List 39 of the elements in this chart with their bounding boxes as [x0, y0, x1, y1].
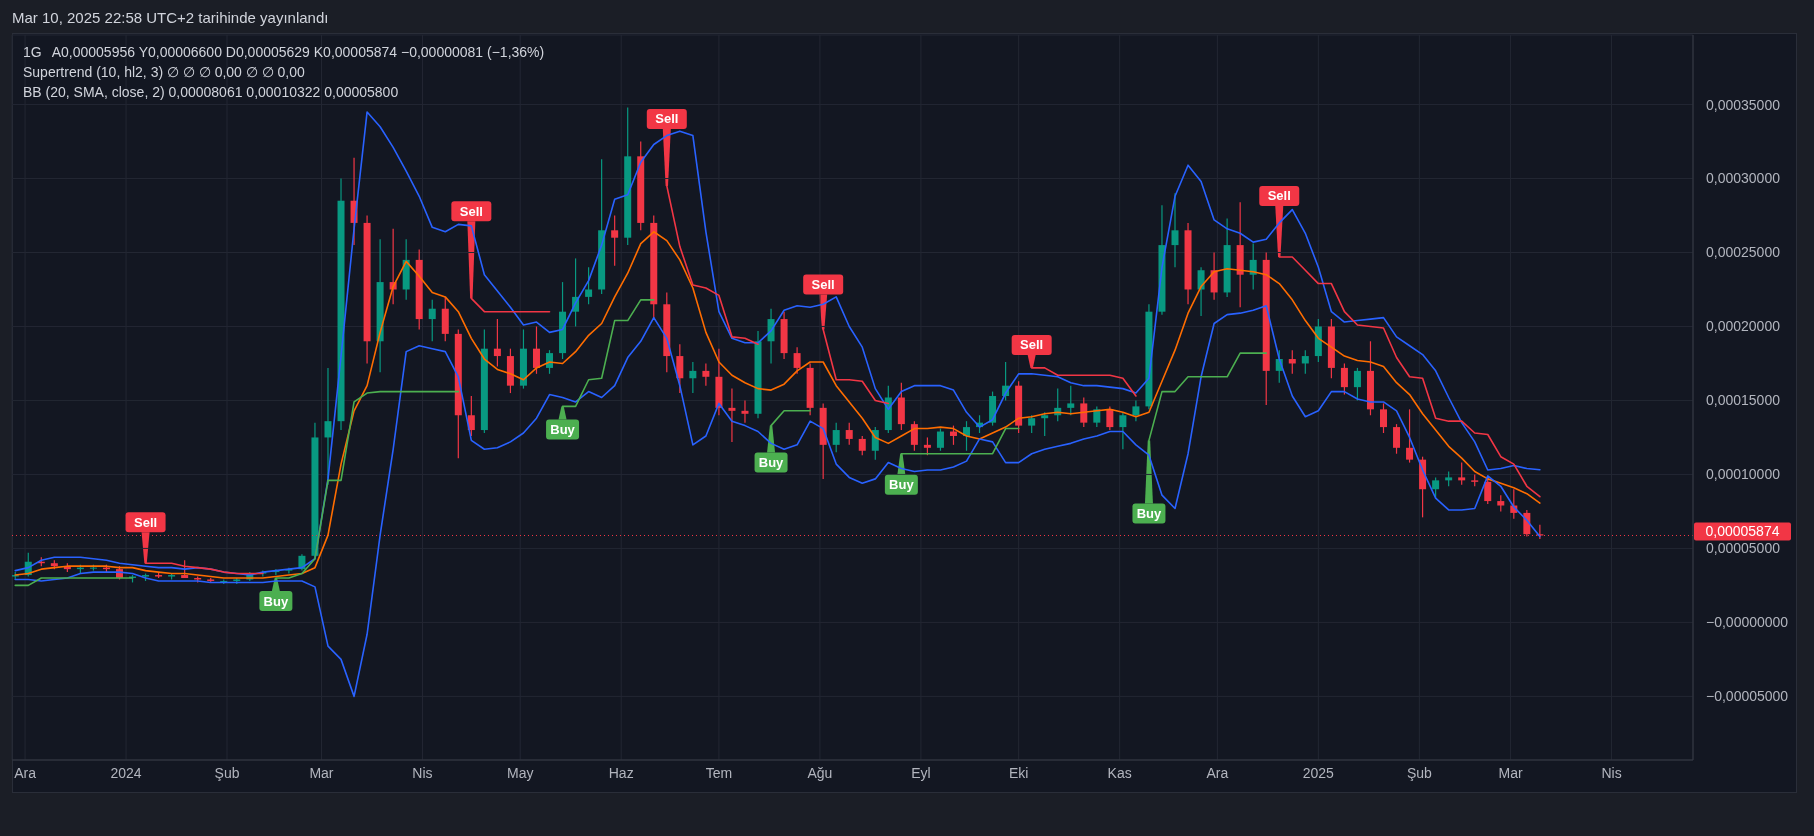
x-tick-label: 2025 — [1302, 764, 1335, 781]
x-tick-label: Tem — [705, 764, 733, 781]
text: 1G — [23, 44, 42, 60]
x-tick-label: Kas — [1107, 764, 1132, 781]
y-tick-label: 0,00005000 — [1706, 540, 1781, 557]
annotation: Sell — [811, 276, 835, 292]
annotation: Sell — [134, 514, 158, 530]
x-tick-label: Haz — [608, 764, 634, 781]
y-tick-label: 0,00025000 — [1706, 244, 1781, 261]
x-tick-label: Mar — [1498, 764, 1523, 781]
annotation: Sell — [655, 111, 679, 127]
y-tick-label: 0,00010000 — [1706, 466, 1781, 483]
x-tick-label: Eyl — [911, 764, 931, 781]
ref-line-label: 0,00005874 — [1705, 523, 1780, 540]
x-tick-label: Mar — [309, 764, 334, 781]
y-tick-label: 0,00030000 — [1706, 170, 1781, 187]
annotation: BB (20, SMA, close, 2) 0,00008061 0,00010322 0,00005800 — [23, 84, 399, 100]
x-tick-label: 2024 — [110, 764, 142, 781]
annotation: Buy — [889, 477, 915, 493]
x-tick-label: Ara — [1206, 764, 1229, 781]
annotation: Sell — [1020, 337, 1044, 353]
x-tick-label: Ağu — [807, 764, 833, 781]
x-tick-label: Ara — [14, 764, 37, 781]
y-tick-label: −0,00000000 — [1706, 614, 1789, 631]
x-tick-label: Şub — [1406, 764, 1433, 781]
x-tick-label: Şub — [214, 764, 240, 781]
annotation: Sell — [459, 203, 483, 219]
x-tick-label: May — [506, 764, 534, 781]
annotation: Sell — [1267, 188, 1291, 204]
x-tick-label: Eki — [1008, 764, 1029, 781]
y-tick-label: 0,00020000 — [1706, 318, 1781, 335]
y-tick-label: 0,00015000 — [1706, 392, 1781, 409]
chart-title: Mar 10, 2025 22:58 UTC+2 tarihinde yayınlandı — [12, 9, 329, 26]
y-tick-label: 0,00035000 — [1706, 96, 1781, 113]
x-tick-label: Nis — [412, 764, 433, 781]
annotation: A0,00005956 Y0,00006600 D0,00005629 K0,00005874 −0,00000081 (−1,36%) — [51, 44, 545, 60]
y-tick-label: −0,00005000 — [1706, 688, 1789, 705]
annotation: Supertrend (10, hl2, 3) ∅ ∅ ∅ 0,00 ∅ ∅ 0,00 — [23, 64, 305, 80]
x-tick-label: Nis — [1601, 764, 1622, 781]
